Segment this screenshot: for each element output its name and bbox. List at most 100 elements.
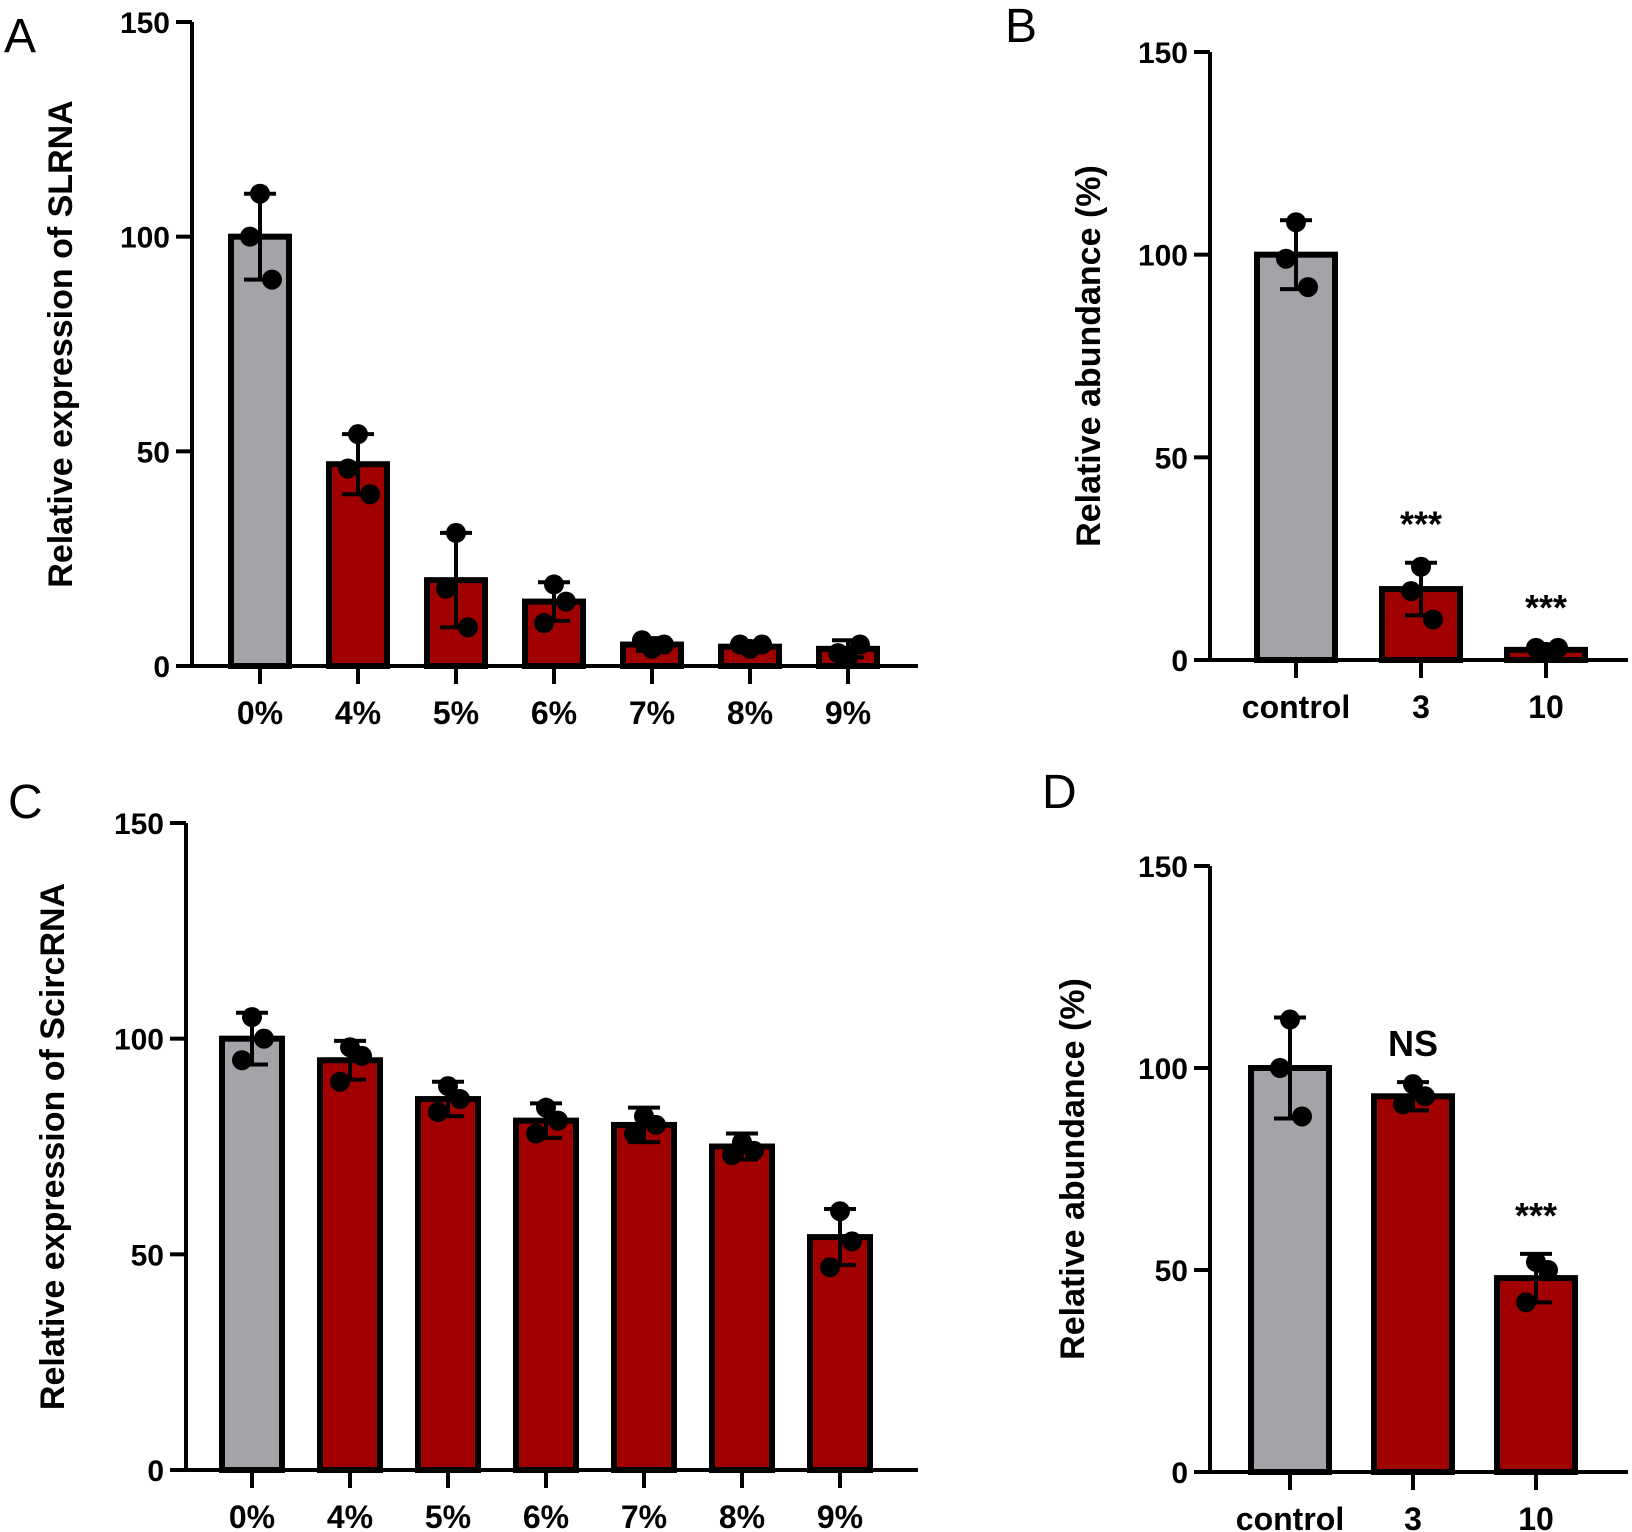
bar-5% <box>415 1096 481 1473</box>
panel-letter: C <box>8 776 43 829</box>
x-tick-label: 8% <box>719 1499 765 1532</box>
x-tick-label: 7% <box>629 695 675 731</box>
x-tick-label: 0% <box>229 1499 275 1532</box>
panel-d: D Relative abundance (%) 0 50 100 150 control 3… <box>1042 766 1628 1532</box>
y-tick-label: 100 <box>114 1024 164 1057</box>
y-tick-label: 0 <box>147 1455 164 1488</box>
bar-3 <box>1371 1093 1455 1476</box>
data-point <box>828 643 848 664</box>
data-point <box>850 634 870 655</box>
y-tick-label: 150 <box>114 808 164 841</box>
bar-control <box>1248 1065 1332 1475</box>
y-tick-label: 50 <box>1155 442 1188 475</box>
bar-4% <box>317 1057 383 1473</box>
y-tick-label: 150 <box>120 7 170 40</box>
data-point <box>438 1076 458 1097</box>
x-tick-label: 5% <box>425 1499 471 1532</box>
data-point <box>1526 637 1546 658</box>
x-tick-label: 9% <box>825 695 871 731</box>
x-tick-label: 3 <box>1412 689 1430 725</box>
x-tick-label: 6% <box>523 1499 569 1532</box>
y-tick-label: 50 <box>131 1239 164 1272</box>
x-tick-label: 8% <box>727 695 773 731</box>
y-tick-label: 150 <box>1138 851 1188 884</box>
data-point <box>330 1071 350 1092</box>
y-tick-label: 0 <box>153 651 170 684</box>
y-tick-label: 100 <box>1138 1053 1188 1086</box>
data-point <box>254 1028 274 1049</box>
data-point <box>544 574 564 595</box>
bar-control <box>1254 251 1338 664</box>
data-point <box>632 630 652 651</box>
significance-label: *** <box>1515 1195 1557 1236</box>
data-point <box>556 591 576 612</box>
data-point <box>526 1123 546 1144</box>
x-tick-label: control <box>1242 689 1350 725</box>
data-point <box>1286 212 1306 233</box>
data-point <box>242 1007 262 1028</box>
y-tick-label: 100 <box>120 222 170 255</box>
data-point <box>1423 609 1443 630</box>
y-tick-label: 50 <box>1155 1255 1188 1288</box>
panel-letter: A <box>4 10 36 63</box>
data-point <box>1411 556 1431 577</box>
data-point <box>730 634 750 655</box>
x-tick-label: 7% <box>621 1499 667 1532</box>
y-tick-label: 0 <box>1171 1457 1188 1490</box>
data-point <box>752 634 772 655</box>
data-point <box>1280 1009 1300 1030</box>
data-point <box>646 1114 666 1135</box>
data-point <box>348 424 368 445</box>
data-point <box>338 458 358 479</box>
y-tick-label: 50 <box>137 436 170 469</box>
data-point <box>722 1145 742 1166</box>
x-tick-label: 3 <box>1404 1501 1422 1532</box>
data-point <box>450 1089 470 1110</box>
panel-c: C Relative expression of ScircRNA 0 50 100 15… <box>8 776 918 1532</box>
y-tick-label: 150 <box>1138 37 1188 70</box>
significance-label: *** <box>1400 504 1442 545</box>
data-point <box>352 1045 372 1066</box>
data-point <box>1393 1094 1413 1115</box>
data-point <box>654 634 674 655</box>
y-axis-title: Relative expression of SLRNA <box>42 100 80 587</box>
data-point <box>446 522 466 543</box>
data-point <box>428 1101 448 1122</box>
data-point <box>1276 248 1296 269</box>
data-point <box>842 1231 862 1252</box>
data-point <box>458 617 478 638</box>
y-axis-title: Relative abundance (%) <box>1070 165 1108 547</box>
data-point <box>830 1201 850 1222</box>
panel-letter: D <box>1042 766 1077 819</box>
bar-6% <box>513 1117 579 1473</box>
bar-0% <box>219 1035 285 1473</box>
significance-label: NS <box>1388 1023 1438 1064</box>
data-point <box>536 1097 556 1118</box>
data-point <box>624 1123 644 1144</box>
x-tick-label: 10 <box>1518 1501 1554 1532</box>
panel-b: B Relative abundance (%) 0 50 100 150 control 3… <box>1005 0 1628 725</box>
data-point <box>240 226 260 247</box>
data-point <box>1292 1106 1312 1127</box>
bar-7% <box>611 1121 677 1474</box>
data-point <box>1401 581 1421 602</box>
y-tick-label: 100 <box>1138 240 1188 273</box>
data-point <box>436 578 456 599</box>
x-tick-label: 10 <box>1528 689 1564 725</box>
bar-10 <box>1494 1275 1578 1475</box>
bar-9% <box>807 1234 873 1473</box>
data-point <box>1548 637 1568 658</box>
data-point <box>1538 1260 1558 1280</box>
data-point <box>360 484 380 505</box>
x-tick-label: 4% <box>335 695 381 731</box>
data-point <box>232 1050 252 1071</box>
data-point <box>1516 1292 1536 1313</box>
data-point <box>744 1140 764 1161</box>
y-axis-title: Relative expression of ScircRNA <box>34 883 72 1410</box>
bar-8% <box>709 1143 775 1473</box>
data-point <box>1415 1086 1435 1107</box>
data-point <box>1270 1058 1290 1078</box>
x-tick-label: 5% <box>433 695 479 731</box>
